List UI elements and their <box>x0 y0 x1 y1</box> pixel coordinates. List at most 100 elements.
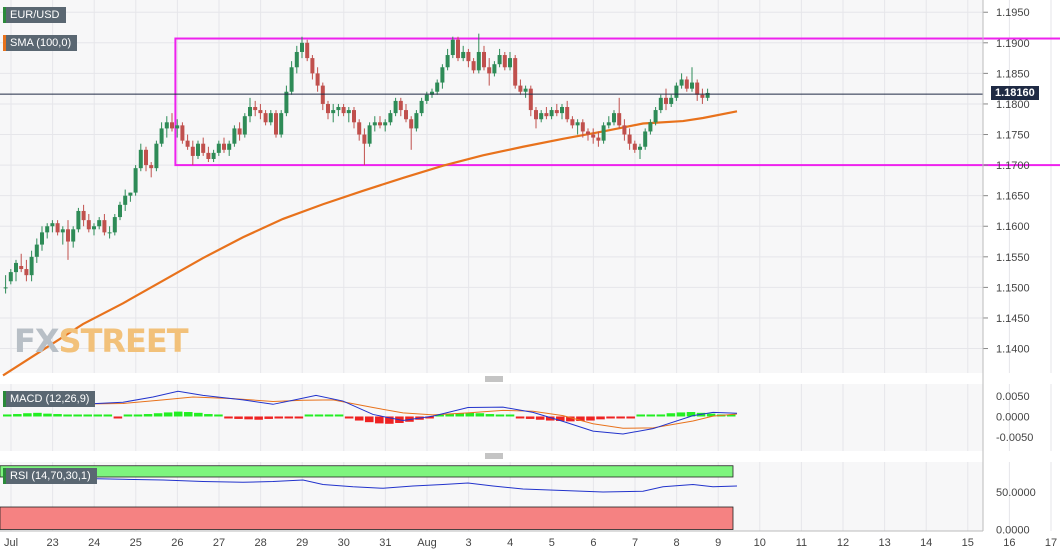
macd-histogram-bar <box>556 416 565 421</box>
candle-body <box>196 143 200 156</box>
macd-histogram-bar <box>83 414 92 417</box>
x-tick-label: 29 <box>296 537 308 549</box>
x-tick-label: 25 <box>130 537 142 549</box>
candle-body <box>279 113 284 135</box>
macd-histogram-bar <box>364 416 374 423</box>
x-tick-label: 5 <box>549 537 555 549</box>
y-tick-label: 1.1600 <box>996 221 1030 233</box>
candle-body <box>66 229 70 242</box>
macd-histogram-bar <box>314 414 324 417</box>
macd-histogram-bar <box>646 414 656 417</box>
candle-body <box>216 143 221 153</box>
candle-body <box>102 220 107 233</box>
macd-histogram-bar <box>304 414 314 417</box>
candle-body <box>466 51 471 62</box>
candle-body <box>248 107 252 117</box>
candle-body <box>222 143 226 150</box>
candle-body <box>3 287 8 289</box>
macd-histogram-bar <box>686 412 696 417</box>
candle-body <box>539 113 544 120</box>
candle-body <box>274 113 278 135</box>
candle-body <box>700 94 705 98</box>
candle-body <box>310 58 315 74</box>
macd-histogram-bar <box>173 411 183 417</box>
candle-body <box>450 39 455 56</box>
macd-histogram-bar <box>626 416 635 419</box>
candle-body <box>76 210 81 230</box>
macd-line <box>2 390 738 435</box>
candle-body <box>528 88 533 111</box>
x-tick-label: 11 <box>796 537 807 549</box>
candle-body <box>430 91 434 95</box>
candle-body <box>580 122 585 132</box>
macd-histogram-bar <box>93 414 103 417</box>
macd-histogram-bar <box>73 414 82 417</box>
rsi-indicator-label[interactable]: RSI (14,70,30,1) <box>3 468 97 484</box>
symbol-label[interactable]: EUR/USD <box>3 7 66 23</box>
macd-y-tick-label: 0.0000 <box>996 411 1030 423</box>
candle-body <box>29 256 34 276</box>
x-tick-label: 23 <box>46 537 58 549</box>
candle-body <box>445 55 450 68</box>
candle-body <box>383 122 388 126</box>
y-tick-label: 1.1700 <box>996 160 1030 172</box>
candle-body <box>549 110 554 117</box>
rsi-resize-handle[interactable] <box>485 453 503 459</box>
candle-body <box>320 85 325 104</box>
macd-histogram-bar <box>445 414 454 417</box>
macd-histogram-bar <box>706 413 716 417</box>
candle-body <box>284 91 289 114</box>
macd-histogram-bar <box>123 414 133 417</box>
candle-body <box>34 244 39 257</box>
candle-body <box>123 195 128 205</box>
macd-histogram-bar <box>535 416 545 420</box>
rsi-overbought-zone <box>0 465 734 478</box>
macd-histogram-bar <box>183 412 193 417</box>
macd-indicator-label[interactable]: MACD (12,26,9) <box>3 391 96 407</box>
macd-y-tick-label: 0.0050 <box>996 391 1030 403</box>
candle-body <box>237 128 242 135</box>
candle-body <box>128 192 133 196</box>
macd-histogram-bar <box>244 416 253 420</box>
candle-body <box>424 94 429 101</box>
sma-indicator-label[interactable]: SMA (100,0) <box>3 35 78 51</box>
macd-histogram-bar <box>224 416 233 419</box>
candle-body <box>86 220 91 230</box>
candle-body <box>305 42 310 59</box>
x-tick-label: 14 <box>920 537 932 549</box>
x-tick-label: Aug <box>417 537 437 549</box>
last-price-tag: 1.18160 <box>991 86 1039 101</box>
candle-body <box>669 97 674 104</box>
macd-histogram-bar <box>666 413 676 417</box>
y-tick-label: 1.1750 <box>996 130 1030 142</box>
candle-body <box>144 149 148 166</box>
candle-body <box>331 110 336 114</box>
y-tick-label: 1.1850 <box>996 68 1030 80</box>
x-tick-label: Jul <box>4 537 18 549</box>
candle-body <box>253 107 258 111</box>
macd-histogram-bar <box>254 416 263 420</box>
x-tick-label: 8 <box>674 537 680 549</box>
macd-histogram-bar <box>194 412 203 417</box>
macd-histogram-bar <box>13 414 22 417</box>
candle-body <box>60 229 65 233</box>
candle-body <box>289 67 294 92</box>
candle-body <box>586 131 590 135</box>
candle-body <box>133 168 138 193</box>
candle-body <box>627 134 632 144</box>
macd-y-tick-label: -0.0050 <box>996 432 1033 444</box>
x-tick-label: 17 <box>1045 537 1057 549</box>
candle-body <box>617 113 622 126</box>
candle-body <box>50 223 55 227</box>
macd-histogram-bar <box>465 412 475 417</box>
candle-body <box>242 116 247 135</box>
candle-body <box>378 122 382 126</box>
x-tick-label: 6 <box>590 537 596 549</box>
macd-histogram-bar <box>726 414 736 417</box>
range-box <box>174 37 1060 167</box>
candle-body <box>118 204 122 218</box>
price-layer <box>0 33 1060 377</box>
candle-body <box>170 122 174 129</box>
macd-resize-handle[interactable] <box>485 376 503 382</box>
